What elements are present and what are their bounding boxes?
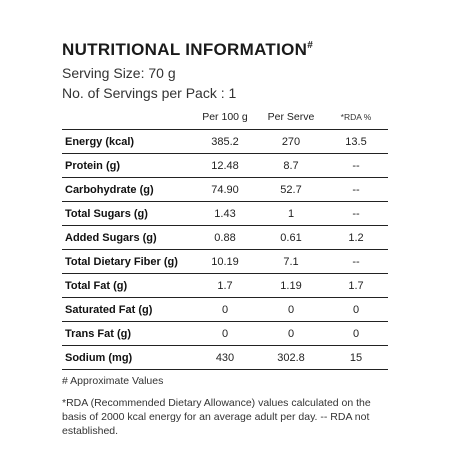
servings-per-pack: No. of Servings per Pack : 1: [62, 85, 237, 101]
value-per-serve: 52.7: [258, 177, 324, 202]
nutrient-label: Total Sugars (g): [62, 201, 192, 226]
value-per-100g: 1.43: [192, 201, 258, 226]
table-row: Saturated Fat (g) 0 0 0: [62, 297, 388, 322]
value-per-100g: 385.2: [192, 129, 258, 154]
nutrient-label: Trans Fat (g): [62, 321, 192, 346]
panel-title: NUTRITIONAL INFORMATION#: [62, 40, 314, 59]
value-rda: 1.7: [324, 273, 388, 298]
nutrition-table: Per 100 g Per Serve *RDA % Energy (kcal)…: [62, 111, 388, 370]
header-per-100g: Per 100 g: [202, 111, 248, 123]
header-rda: *RDA %: [340, 112, 372, 122]
value-per-serve: 0.61: [258, 225, 324, 250]
nutrient-label: Protein (g): [62, 153, 192, 178]
value-rda: 1.2: [324, 225, 388, 250]
value-per-serve: 1: [258, 201, 324, 226]
value-per-100g: 0: [192, 321, 258, 346]
nutrition-panel: NUTRITIONAL INFORMATION# Serving Size: 7…: [62, 36, 388, 438]
value-per-serve: 8.7: [258, 153, 324, 178]
value-per-100g: 1.7: [192, 273, 258, 298]
table-row: Trans Fat (g) 0 0 0: [62, 321, 388, 346]
value-per-serve: 0: [258, 321, 324, 346]
nutrient-label: Total Dietary Fiber (g): [62, 249, 192, 274]
table-row: Total Fat (g) 1.7 1.19 1.7: [62, 273, 388, 298]
title-footnote-mark: #: [307, 40, 314, 51]
table-row: Total Dietary Fiber (g) 10.19 7.1 --: [62, 249, 388, 274]
value-per-100g: 10.19: [192, 249, 258, 274]
footnote-approximate: # Approximate Values: [62, 375, 164, 387]
value-per-100g: 0.88: [192, 225, 258, 250]
nutrient-label: Sodium (mg): [62, 345, 192, 370]
value-rda: --: [324, 201, 388, 226]
header-nutrient: [62, 111, 192, 130]
value-per-100g: 0: [192, 297, 258, 322]
value-per-100g: 74.90: [192, 177, 258, 202]
serving-size: Serving Size: 70 g: [62, 65, 176, 81]
value-rda: 0: [324, 321, 388, 346]
nutrient-label: Saturated Fat (g): [62, 297, 192, 322]
table-row: Sodium (mg) 430 302.8 15: [62, 345, 388, 370]
value-rda: --: [324, 177, 388, 202]
value-rda: 15: [324, 345, 388, 370]
value-per-serve: 302.8: [258, 345, 324, 370]
table-row: Energy (kcal) 385.2 270 13.5: [62, 129, 388, 154]
value-per-serve: 7.1: [258, 249, 324, 274]
value-per-100g: 430: [192, 345, 258, 370]
table-row: Protein (g) 12.48 8.7 --: [62, 153, 388, 178]
value-per-serve: 1.19: [258, 273, 324, 298]
table-row: Total Sugars (g) 1.43 1 --: [62, 201, 388, 226]
value-rda: --: [324, 153, 388, 178]
value-rda: 13.5: [324, 129, 388, 154]
header-per-serve: Per Serve: [267, 111, 315, 123]
value-per-100g: 12.48: [192, 153, 258, 178]
nutrient-label: Total Fat (g): [62, 273, 192, 298]
value-per-serve: 270: [258, 129, 324, 154]
table-row: Carbohydrate (g) 74.90 52.7 --: [62, 177, 388, 202]
footnote-rda: *RDA (Recommended Dietary Allowance) val…: [62, 397, 371, 437]
nutrient-label: Carbohydrate (g): [62, 177, 192, 202]
value-rda: --: [324, 249, 388, 274]
table-header-row: Per 100 g Per Serve *RDA %: [62, 111, 388, 130]
nutrient-label: Energy (kcal): [62, 129, 192, 154]
nutrient-label: Added Sugars (g): [62, 225, 192, 250]
table-row: Added Sugars (g) 0.88 0.61 1.2: [62, 225, 388, 250]
value-rda: 0: [324, 297, 388, 322]
value-per-serve: 0: [258, 297, 324, 322]
